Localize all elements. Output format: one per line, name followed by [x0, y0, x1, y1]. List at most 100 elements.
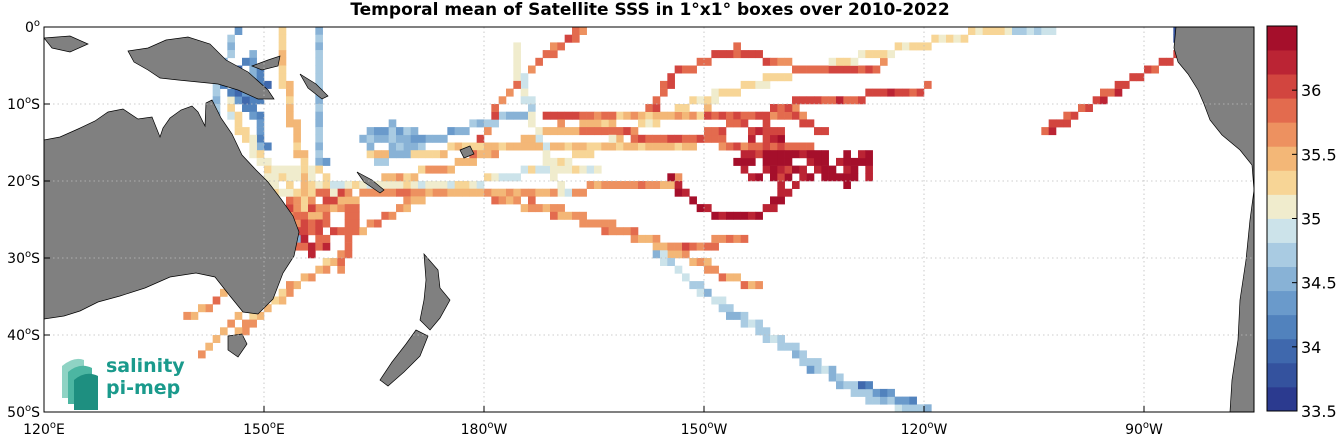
sss-cell: [256, 134, 265, 143]
sss-cell: [887, 396, 895, 405]
sss-cell: [806, 173, 815, 182]
sss-cell: [689, 258, 697, 266]
sss-cell: [836, 157, 844, 166]
sss-cell: [674, 104, 683, 112]
sss-cell: [381, 127, 389, 136]
sss-cell: [608, 111, 617, 120]
sss-cell: [528, 142, 536, 151]
sss-cell: [322, 219, 331, 228]
sss-cell: [865, 157, 873, 166]
sss-cell: [550, 165, 558, 174]
sss-cell: [579, 27, 587, 35]
sss-cell: [520, 73, 529, 82]
y-tick-deg: 50: [7, 405, 25, 421]
degree-symbol: o: [25, 172, 31, 183]
sss-cell: [806, 157, 815, 166]
degree-symbol: o: [487, 420, 493, 431]
sss-cell: [762, 142, 771, 151]
sss-cell: [858, 150, 866, 159]
sss-cell: [403, 188, 411, 197]
sss-cell: [916, 404, 925, 412]
sss-cell: [249, 57, 257, 66]
sss-cell: [733, 50, 741, 59]
sss-cell: [586, 219, 595, 228]
sss-cell: [1048, 119, 1057, 128]
sss-cell: [784, 73, 793, 82]
sss-cell: [520, 111, 529, 120]
sss-cell: [315, 27, 323, 35]
sss-cell: [836, 381, 844, 390]
colorbar-segment: [1267, 26, 1297, 51]
sss-cell: [300, 173, 309, 182]
degree-symbol: o: [25, 403, 31, 414]
sss-cell: [748, 211, 756, 220]
x-tick-label: 90oW: [1125, 420, 1163, 438]
sss-cell: [418, 150, 426, 159]
sss-cell: [770, 165, 778, 174]
x-tick-deg: 120: [23, 422, 50, 438]
sss-cell: [564, 165, 573, 174]
sss-cell: [308, 211, 316, 220]
sss-cell: [300, 150, 309, 159]
sss-cell: [454, 181, 463, 189]
sss-cell: [403, 204, 411, 213]
sss-cell: [410, 134, 419, 143]
sss-cell: [821, 157, 829, 166]
sss-cell: [572, 142, 580, 151]
sss-cell: [1158, 57, 1167, 66]
sss-cell: [777, 57, 785, 66]
sss-cell: [770, 111, 778, 120]
sss-cell: [652, 234, 661, 243]
sss-cell: [1114, 80, 1123, 89]
sss-cell: [249, 150, 257, 159]
sss-cell: [762, 119, 771, 128]
sss-cell: [806, 150, 815, 159]
sss-cell: [381, 150, 389, 159]
sss-cell: [271, 173, 279, 182]
sss-cell: [220, 288, 228, 297]
sss-cell: [462, 188, 470, 197]
sss-cell: [506, 173, 514, 182]
sss-cell: [520, 165, 529, 174]
land-australia: [44, 99, 300, 320]
sss-cell: [850, 381, 859, 390]
sss-cell: [506, 142, 514, 151]
sss-cell: [271, 181, 279, 189]
sss-cell: [858, 50, 866, 59]
sss-cell: [704, 57, 712, 66]
sss-cell: [396, 127, 404, 136]
sss-cell: [396, 204, 404, 213]
sss-cell: [557, 188, 565, 197]
sss-cell: [652, 96, 661, 105]
sss-cell: [315, 142, 323, 151]
colorbar-segment: [1267, 194, 1297, 219]
sss-cell: [704, 204, 712, 213]
sss-cell: [660, 142, 668, 151]
sss-cell: [396, 142, 404, 151]
sss-cell: [286, 196, 294, 205]
sss-cell: [799, 119, 807, 128]
sss-cell: [726, 273, 734, 282]
sss-cell: [249, 50, 257, 59]
sss-cell: [535, 165, 543, 174]
sss-cell: [652, 250, 661, 259]
sss-cell: [711, 127, 719, 136]
sss-cell: [506, 196, 514, 205]
sss-cell: [315, 234, 323, 243]
sss-cell: [718, 296, 727, 305]
land-new-zealand-south: [379, 329, 429, 387]
sss-cell: [293, 188, 301, 197]
land-new-zealand-north: [419, 252, 451, 331]
colorbar-segment: [1267, 386, 1297, 412]
sss-cell: [550, 50, 558, 59]
sss-cell: [315, 27, 323, 28]
sss-cell: [894, 88, 903, 97]
sss-cell: [249, 142, 257, 151]
sss-cell: [792, 350, 800, 359]
sss-cell: [630, 142, 639, 151]
sss-cell: [799, 350, 807, 359]
sss-cell: [242, 104, 250, 112]
sss-cell: [564, 111, 573, 120]
sss-cell: [806, 358, 815, 367]
sss-cell: [586, 119, 595, 128]
